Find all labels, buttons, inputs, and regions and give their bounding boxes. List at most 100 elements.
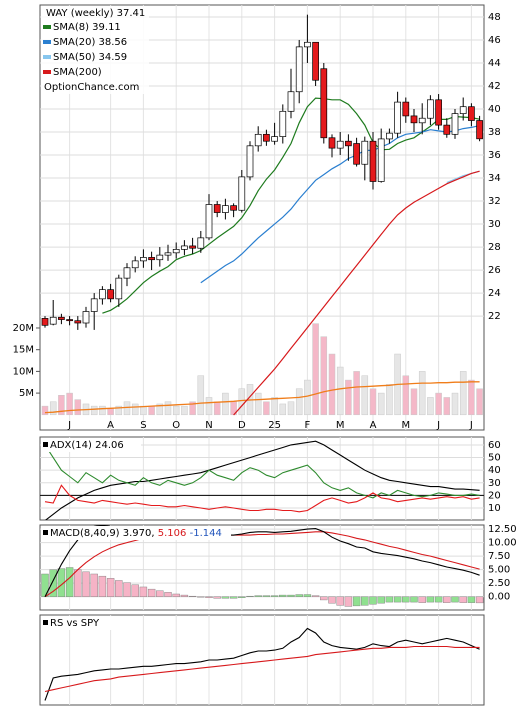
- candle-body: [369, 140, 377, 182]
- x-tick-label: A: [370, 420, 377, 431]
- legend-label: SMA(20) 38.56: [53, 37, 127, 48]
- y-tick-label: 30: [488, 219, 501, 230]
- panel-layer: [40, 5, 484, 430]
- volume-bar: [99, 405, 106, 416]
- y-tick-label: 10: [488, 503, 501, 514]
- y-tick-label: 7.50: [488, 551, 510, 562]
- histogram-bar: [238, 596, 246, 598]
- candle-body: [312, 41, 319, 81]
- histogram-bar: [90, 573, 98, 597]
- histogram-bar: [303, 594, 312, 597]
- candle-body: [66, 319, 73, 322]
- histogram-bar: [410, 596, 418, 603]
- volume-bar: [312, 323, 319, 416]
- volume-bar: [451, 392, 459, 416]
- candle-body: [49, 316, 57, 325]
- title-swatch: [43, 442, 48, 447]
- macd-panel: [39, 524, 485, 611]
- volume-bar: [336, 366, 344, 416]
- histogram-bar: [418, 596, 426, 603]
- candle-body: [418, 117, 426, 124]
- candle-body: [123, 267, 131, 279]
- candle-body: [345, 140, 352, 147]
- histogram-bar: [82, 571, 90, 597]
- candle-body: [320, 68, 328, 139]
- histogram-bar: [74, 569, 82, 597]
- candle-body: [361, 140, 369, 165]
- candle-body: [377, 138, 385, 182]
- macd-title: MACD(8,40,9) 3.970,: [50, 528, 155, 539]
- y-tick-label: 5.00: [488, 565, 510, 576]
- histogram-label: -1.144: [190, 528, 222, 539]
- volume-bar: [131, 403, 139, 416]
- y2-tick-label: 20M: [13, 323, 34, 334]
- volume-bar: [418, 371, 426, 416]
- histogram-bar: [270, 595, 279, 597]
- volume-bar: [328, 353, 336, 416]
- histogram-bar: [279, 594, 287, 597]
- volume-bar: [345, 379, 352, 416]
- candle-body: [427, 99, 434, 119]
- y-tick-label: 0.00: [488, 592, 510, 603]
- volume-bar: [254, 392, 262, 416]
- watermark: OptionChance.com: [44, 82, 139, 93]
- candle-body: [435, 99, 442, 126]
- histogram-bar: [320, 596, 328, 601]
- volume-bar: [320, 336, 328, 416]
- candle-body: [443, 124, 451, 135]
- histogram-bar: [352, 596, 361, 607]
- volume-bar: [468, 379, 475, 416]
- y-tick-label: 26: [488, 265, 501, 276]
- volume-bar: [90, 405, 98, 416]
- candle-body: [58, 316, 65, 320]
- candle-body: [328, 137, 336, 149]
- candle-body: [107, 289, 114, 300]
- volume-bar: [476, 388, 483, 416]
- rs-panel: [39, 614, 485, 706]
- histogram-bar: [434, 596, 443, 603]
- y-tick-label: 36: [488, 150, 501, 161]
- candle-body: [353, 143, 360, 165]
- volume-bar: [443, 397, 451, 416]
- histogram-bar: [311, 595, 320, 597]
- candle-body: [476, 120, 483, 140]
- histogram-bar: [393, 596, 402, 603]
- volume-bar: [189, 401, 196, 416]
- histogram-bar: [147, 588, 156, 597]
- legend-label: SMA(200): [53, 67, 102, 78]
- volume-bar: [66, 392, 73, 416]
- y-tick-label: 22: [488, 311, 501, 322]
- volume-bar: [181, 405, 188, 416]
- histogram-bar: [229, 596, 238, 599]
- y-tick-label: 46: [488, 35, 501, 46]
- histogram-bar: [443, 596, 451, 603]
- histogram-bar: [402, 596, 410, 603]
- y-tick-label: 50: [488, 453, 501, 464]
- candle-body: [394, 101, 401, 134]
- candle-body: [131, 260, 139, 269]
- histogram-bar: [467, 596, 476, 603]
- histogram-bar: [344, 596, 353, 607]
- histogram-bar: [336, 596, 344, 606]
- candle-body: [156, 254, 164, 261]
- volume-bar: [172, 405, 180, 416]
- histogram-bar: [451, 596, 459, 603]
- candle-body: [451, 113, 459, 135]
- y-tick-label: 2.50: [488, 578, 510, 589]
- candle-body: [148, 257, 155, 261]
- histogram-bar: [426, 596, 435, 603]
- candle-body: [410, 115, 418, 124]
- volume-bar: [361, 375, 369, 416]
- x-tick-label: J: [469, 420, 473, 431]
- panel-title: MACD(8,40,9) 3.970, 5.106 -1.144: [50, 528, 222, 539]
- legend-label: SMA(8) 39.11: [53, 22, 121, 33]
- legend-swatch: [43, 25, 51, 29]
- y-tick-label: 34: [488, 173, 501, 184]
- histogram-bar: [172, 593, 180, 597]
- volume-bar: [115, 405, 123, 416]
- volume-bar: [377, 392, 385, 416]
- volume-bar: [140, 405, 147, 416]
- candle-body: [197, 237, 205, 249]
- y2-tick-label: 15M: [13, 345, 34, 356]
